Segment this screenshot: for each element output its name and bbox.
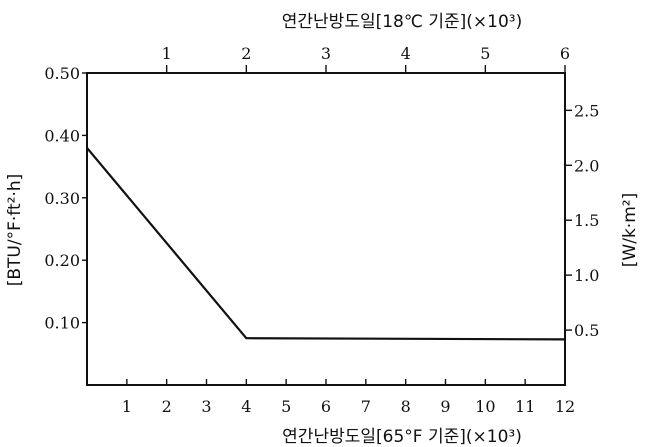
y2-tick-label: 1.5 [574, 211, 599, 230]
x-tick-label: 2 [162, 397, 172, 416]
x2-tick-label: 1 [162, 44, 172, 63]
x2-axis-title: 연간난방도일[18℃ 기준](×10³) [282, 12, 522, 32]
x-tick-label: 5 [281, 397, 291, 416]
x-tick-label: 1 [122, 397, 132, 416]
x-tick-label: 12 [555, 397, 575, 416]
y2-tick-label: 2.0 [574, 156, 599, 175]
x-tick-label: 10 [475, 397, 495, 416]
x2-tick-label: 6 [560, 44, 570, 63]
x2-tick-label: 4 [401, 44, 411, 63]
y2-tick-label: 2.5 [574, 101, 599, 120]
x-tick-label: 9 [440, 397, 450, 416]
y-tick-label: 0.10 [44, 314, 80, 333]
y-tick-label: 0.20 [44, 251, 80, 270]
y2-tick-label: 1.0 [574, 266, 599, 285]
x-tick-label: 3 [201, 397, 211, 416]
x-tick-label: 6 [321, 397, 331, 416]
y-tick-label: 0.40 [44, 126, 80, 145]
y2-axis-title: [W/k·m²] [620, 193, 640, 267]
y2-tick-label: 0.5 [574, 321, 599, 340]
x2-tick-label: 2 [241, 44, 251, 63]
x-tick-label: 11 [515, 397, 535, 416]
y-axis-title: [BTU/°F·ft²·h] [5, 174, 25, 287]
plot-frame [86, 72, 566, 386]
x-axis-title: 연간난방도일[65°F 기준](×10³) [282, 427, 522, 447]
x-tick-label: 8 [401, 397, 411, 416]
x2-tick-label: 3 [321, 44, 331, 63]
y-tick-label: 0.30 [44, 189, 80, 208]
x2-tick-label: 5 [480, 44, 490, 63]
ticks-layer: 1 2 3 4 5 6 7 8 9 10 11 121 2 3 4 5 60.100.200.300.400.5… [44, 44, 599, 416]
x-tick-label: 4 [241, 397, 251, 416]
y-tick-label: 0.50 [44, 64, 80, 83]
x-tick-label: 7 [361, 397, 371, 416]
series-line [86, 147, 566, 341]
